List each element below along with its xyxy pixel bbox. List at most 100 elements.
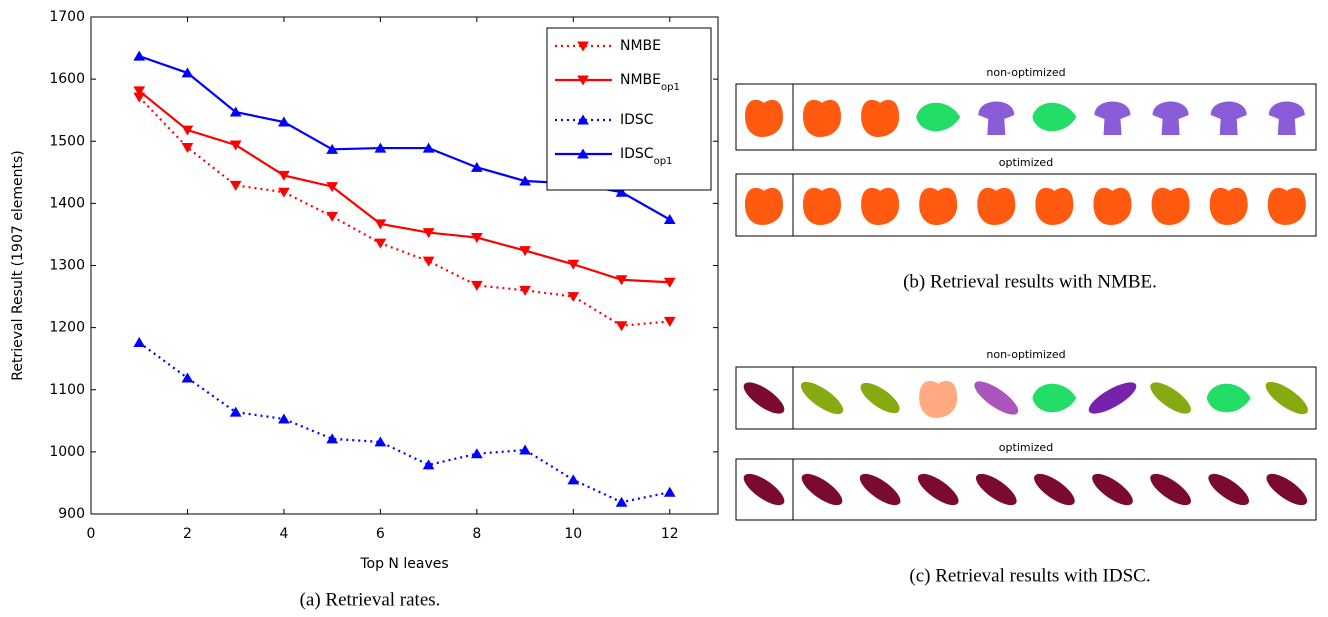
y-tick-label: 1300 <box>49 258 85 274</box>
leaf <box>1266 473 1308 506</box>
legend-marker <box>577 114 589 125</box>
strip-label: non-optimized <box>986 66 1065 79</box>
leaf <box>745 99 783 137</box>
caption: (a) Retrieval rates. <box>300 589 441 610</box>
leaf <box>1150 382 1191 414</box>
marker <box>374 238 387 249</box>
leaf <box>803 187 841 225</box>
marker <box>422 459 435 470</box>
leaf <box>860 382 900 414</box>
marker <box>133 50 146 61</box>
strip-box <box>735 173 1317 237</box>
y-tick-label: 1600 <box>49 71 85 87</box>
y-tick-label: 1000 <box>49 444 85 460</box>
marker <box>663 277 676 288</box>
legend-label: NMBE <box>620 38 661 54</box>
marker <box>229 406 242 417</box>
leaf <box>1206 383 1251 413</box>
marker <box>615 275 628 286</box>
leaf <box>1208 473 1250 506</box>
y-tick-label: 1500 <box>49 133 85 149</box>
x-axis-label: Top N leaves <box>359 556 448 572</box>
leaf <box>745 187 783 225</box>
marker <box>181 372 194 383</box>
leaf <box>743 473 785 506</box>
y-tick-label: 1200 <box>49 320 85 336</box>
legend-marker <box>577 75 589 86</box>
leaf <box>800 381 844 415</box>
strip-box <box>735 458 1317 521</box>
marker <box>278 116 290 127</box>
marker <box>422 228 435 239</box>
marker <box>519 246 531 257</box>
marker <box>663 486 676 497</box>
marker <box>229 106 242 117</box>
marker <box>278 413 290 424</box>
marker <box>470 280 483 291</box>
leaf <box>1035 187 1074 225</box>
leaf <box>1152 101 1189 135</box>
leaf <box>919 187 958 225</box>
leaf <box>1088 382 1137 414</box>
x-tick-label: 2 <box>183 526 192 542</box>
strip-box <box>735 83 1317 151</box>
marker <box>470 233 483 244</box>
marker <box>278 170 290 181</box>
leaf <box>801 473 843 506</box>
legend-box <box>546 27 712 191</box>
leaf <box>919 380 958 418</box>
y-tick-label: 1100 <box>49 382 85 398</box>
marker <box>374 219 387 230</box>
marker <box>326 143 339 154</box>
leaf <box>978 101 1015 135</box>
y-tick-label: 900 <box>58 506 85 522</box>
y-axis-label: Retrieval Result (1907 elements) <box>10 150 26 380</box>
strip-label: non-optimized <box>986 348 1065 361</box>
leaf <box>1032 102 1077 132</box>
marker <box>519 175 531 186</box>
leaf <box>803 99 841 137</box>
marker <box>181 142 194 153</box>
series-line <box>138 90 670 284</box>
marker <box>470 448 483 459</box>
marker <box>133 86 146 97</box>
marker <box>326 211 339 222</box>
legend-marker <box>577 41 589 52</box>
leaf <box>977 187 1016 225</box>
x-tick-label: 10 <box>564 526 582 542</box>
caption: (b) Retrieval results with NMBE. <box>903 271 1157 292</box>
leaf <box>1093 187 1132 225</box>
strip-label: optimized <box>999 156 1053 169</box>
y-tick-label: 1700 <box>49 9 85 25</box>
legend-label: IDSC <box>620 146 654 162</box>
marker <box>181 67 194 78</box>
marker <box>519 444 531 455</box>
legend-label: IDSC <box>620 112 654 128</box>
leaf <box>743 382 785 414</box>
marker <box>567 474 580 485</box>
leaf <box>1209 187 1248 225</box>
x-tick-label: 8 <box>472 526 481 542</box>
x-tick-label: 12 <box>661 526 679 542</box>
caption: (c) Retrieval results with IDSC. <box>909 565 1150 586</box>
leaf <box>1094 101 1131 135</box>
leaf <box>1150 473 1191 506</box>
marker <box>663 214 676 225</box>
marker <box>374 436 387 447</box>
series-line <box>138 96 670 327</box>
x-tick-label: 4 <box>279 526 288 542</box>
marker <box>567 292 580 303</box>
x-tick-label: 0 <box>87 526 96 542</box>
marker <box>422 256 435 267</box>
legend-subscript: op1 <box>654 156 673 167</box>
y-tick-label: 1400 <box>49 195 85 211</box>
marker <box>229 140 242 151</box>
leaf <box>1032 383 1077 413</box>
leaf <box>1265 381 1308 415</box>
leaf <box>1267 187 1306 225</box>
leaf <box>1092 473 1133 506</box>
marker <box>181 125 194 136</box>
strip-box <box>735 366 1317 430</box>
marker <box>326 182 339 193</box>
leaf <box>1034 473 1075 506</box>
